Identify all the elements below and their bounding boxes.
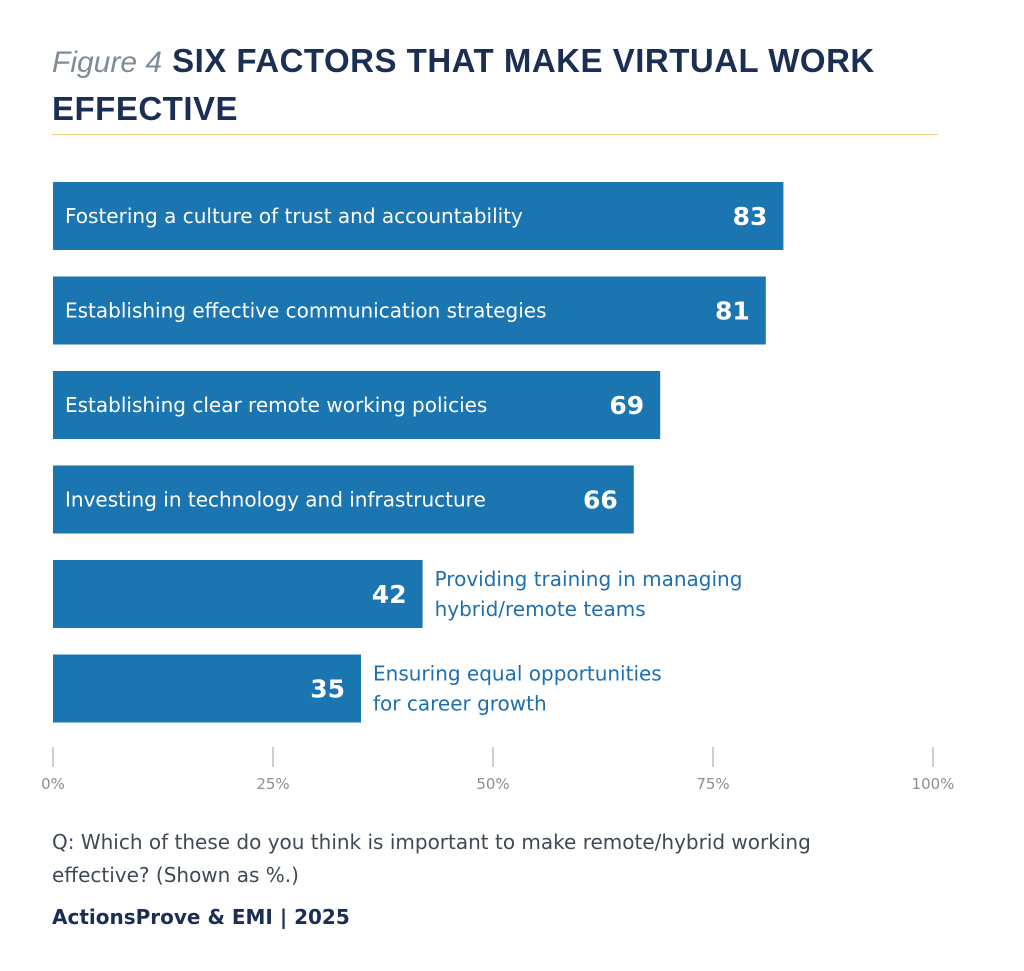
bar-category-label: Investing in technology and infrastructu… — [65, 488, 486, 512]
bar-category-label: Establishing effective communication str… — [65, 299, 547, 323]
bar-category-label: Fostering a culture of trust and account… — [65, 204, 523, 228]
bar — [53, 465, 634, 534]
bar-category-label: Ensuring equal opportunities for career g… — [373, 662, 662, 716]
bar — [53, 371, 661, 439]
bar — [53, 276, 766, 345]
bar-value-label: 66 — [583, 486, 618, 515]
survey-question: Q: Which of these do you think is import… — [52, 830, 811, 887]
figure-label: Figure 4 — [52, 46, 163, 79]
bar-category-label: Establishing clear remote working polici… — [65, 393, 487, 417]
title-text: SIX FACTORS THAT MAKE VIRTUAL WORK EFFEC… — [52, 42, 875, 127]
bar-value-label: 69 — [609, 391, 644, 420]
x-axis-tick-label: 100% — [912, 775, 955, 793]
bar-value-label: 83 — [733, 202, 768, 231]
x-axis-tick-label: 0% — [41, 775, 65, 793]
bar-value-label: 42 — [372, 580, 407, 609]
bar-category-label: Providing training in managing hybrid/rem… — [435, 567, 743, 621]
chart-title: Figure 4 SIX FACTORS THAT MAKE VIRTUAL WO… — [52, 40, 912, 136]
title-divider — [52, 134, 938, 135]
bar-value-label: 81 — [715, 297, 750, 326]
bar — [53, 182, 784, 250]
bar — [53, 560, 423, 628]
x-axis-tick-label: 75% — [696, 775, 729, 793]
bar — [53, 654, 361, 723]
x-axis-tick-label: 50% — [476, 775, 509, 793]
x-axis-tick-label: 25% — [256, 775, 289, 793]
bar-value-label: 35 — [310, 675, 345, 704]
source-credit: ActionsProve & EMI | 2025 — [52, 905, 350, 929]
